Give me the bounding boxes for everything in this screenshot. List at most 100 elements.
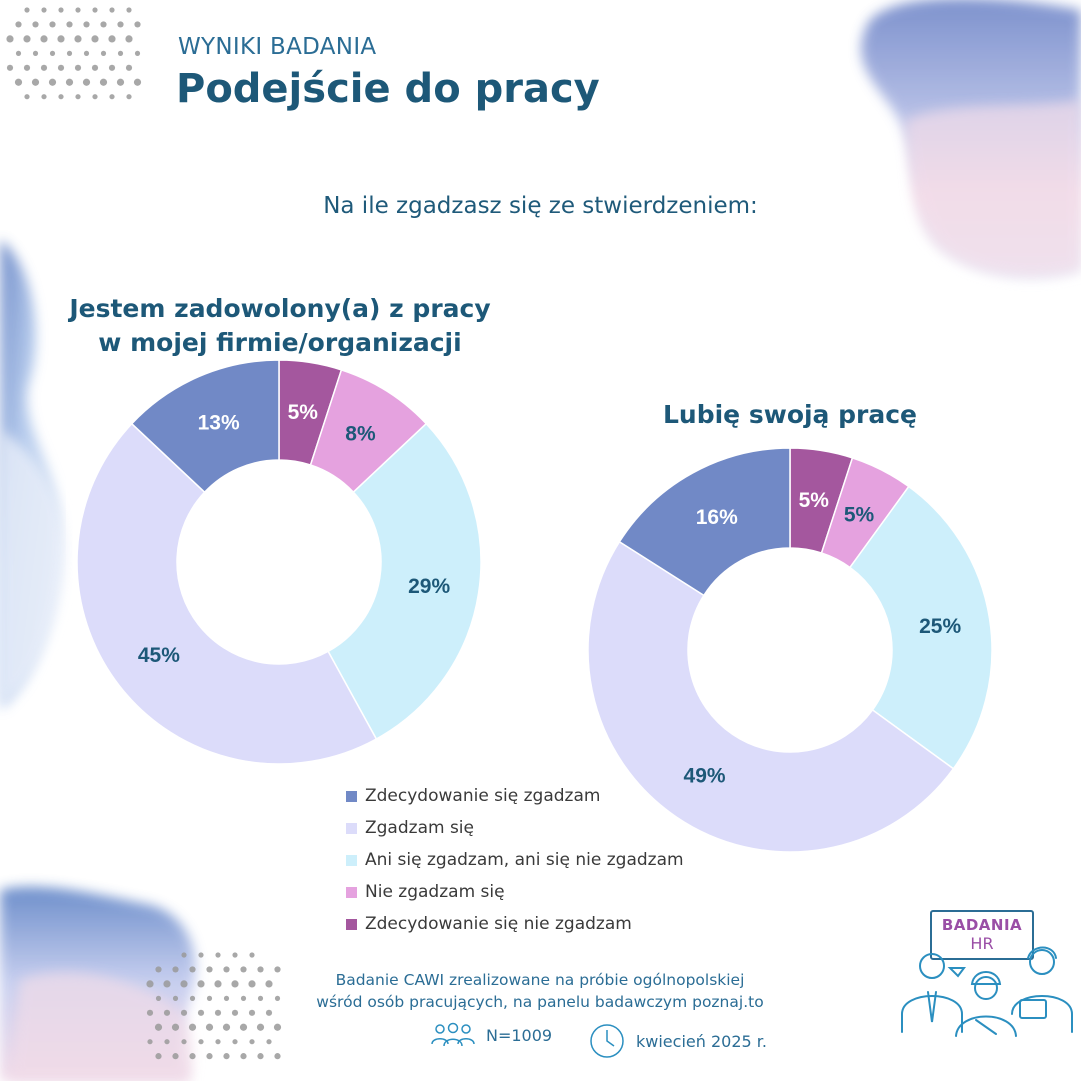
decor-dot <box>117 50 124 56</box>
decor-dot <box>108 35 116 43</box>
decor-dot <box>188 1023 197 1031</box>
decor-dot <box>23 35 31 43</box>
decor-dot <box>197 980 205 988</box>
slice-label: 5% <box>844 504 875 527</box>
legend-swatch <box>346 790 357 802</box>
decor-dot <box>205 1023 214 1031</box>
decor-dot <box>57 35 65 43</box>
decor-dot <box>214 980 222 988</box>
decor-dot <box>126 7 132 13</box>
people-icon <box>431 1022 475 1047</box>
decor-dot <box>198 1039 204 1045</box>
decor-dot <box>222 1023 231 1031</box>
decor-dot <box>154 1023 163 1031</box>
chart-title-like-job: Lubię swoją pracę <box>590 398 990 432</box>
decor-dot <box>164 1039 170 1045</box>
decor-dot <box>249 952 255 958</box>
decor-dot <box>6 64 14 71</box>
slice-label: 29% <box>408 575 450 598</box>
slice-label: 49% <box>684 765 726 788</box>
slice-label: 45% <box>138 644 180 667</box>
logo-text: HR <box>970 934 994 953</box>
donut-slice <box>587 540 955 853</box>
slice-label: 8% <box>345 423 376 446</box>
chart-title-satisfied: Jestem zadowolony(a) z pracy w mojej fir… <box>60 292 500 360</box>
decor-dot <box>100 50 107 56</box>
decor-dot <box>48 78 57 86</box>
legend-label: Zdecydowanie się nie zgadzam <box>365 914 632 934</box>
methodology-line: Badanie CAWI zrealizowane na próbie ogól… <box>335 971 745 989</box>
chart-title-line: Lubię swoją pracę <box>662 400 918 429</box>
legend-label: Zdecydowanie się zgadzam <box>365 786 601 806</box>
decor-dot <box>147 1039 153 1045</box>
decor-dot <box>24 7 30 13</box>
decor-dot <box>172 1053 179 1060</box>
decor-dot <box>266 1039 272 1045</box>
decor-dot <box>75 7 81 13</box>
decor-dot <box>133 78 142 86</box>
decor-dot <box>249 1039 255 1045</box>
decor-dot <box>66 50 73 56</box>
decor-dot <box>40 35 48 43</box>
legend-swatch <box>346 854 357 866</box>
decor-dot <box>181 952 187 958</box>
donut-slice <box>848 485 993 770</box>
decor-dot <box>6 35 14 43</box>
donut-slice <box>76 422 378 765</box>
decor-dot <box>155 1053 162 1060</box>
decor-dot <box>65 78 74 86</box>
decor-dot <box>223 966 230 973</box>
decor-dot <box>32 21 39 28</box>
decor-dot <box>83 50 90 56</box>
slice-label: 13% <box>198 412 240 435</box>
decor-dot <box>31 78 40 86</box>
legend-label: Ani się zgadzam, ani się nie zgadzam <box>365 850 684 870</box>
decor-dot <box>274 1053 281 1060</box>
decor-dot <box>257 995 264 1001</box>
decor-dot <box>57 64 65 71</box>
decor-dot <box>231 980 239 988</box>
survey-date-text: kwiecień 2025 r. <box>636 1031 767 1051</box>
survey-date: kwiecień 2025 r. <box>588 1022 767 1060</box>
slice-label: 5% <box>799 489 830 512</box>
decor-dot <box>163 1009 171 1016</box>
decor-dot <box>125 35 133 43</box>
sample-size: N=1009 <box>430 1022 552 1048</box>
decor-dot <box>265 980 273 988</box>
legend-label: Nie zgadzam się <box>365 882 505 902</box>
decor-dot <box>58 7 64 13</box>
decor-dot <box>117 21 124 28</box>
decor-dot <box>198 952 204 958</box>
decor-dot <box>206 995 213 1001</box>
decor-dot <box>15 21 22 28</box>
decor-dot <box>265 1009 273 1016</box>
decor-dot <box>23 64 31 71</box>
decor-dot <box>116 78 125 86</box>
decor-dot <box>172 966 179 973</box>
decor-dot <box>181 1039 187 1045</box>
decor-dot <box>83 21 90 28</box>
decor-dot <box>232 952 238 958</box>
decor-dot <box>240 966 247 973</box>
decor-dot <box>180 1009 188 1016</box>
decor-dot <box>75 94 81 100</box>
legend-swatch <box>346 822 357 834</box>
decor-dot <box>248 980 256 988</box>
decor-dot <box>58 94 64 100</box>
legend-swatch <box>346 918 357 930</box>
decor-dot <box>223 1053 230 1060</box>
decor-dot <box>232 1039 238 1045</box>
decor-dot <box>32 50 39 56</box>
decor-dot <box>180 980 188 988</box>
eyebrow-heading: WYNIKI BADANIA <box>178 34 377 60</box>
methodology-note: Badanie CAWI zrealizowane na próbie ogól… <box>290 969 790 1013</box>
decor-dot <box>231 1009 239 1016</box>
decor-dot <box>206 1053 213 1060</box>
chart-title-line: Jestem zadowolony(a) z pracy <box>69 294 491 323</box>
clock-icon <box>590 1024 624 1058</box>
decor-dot <box>126 94 132 100</box>
decor-dot <box>91 35 99 43</box>
decor-dot <box>74 35 82 43</box>
decor-dot <box>155 995 162 1001</box>
